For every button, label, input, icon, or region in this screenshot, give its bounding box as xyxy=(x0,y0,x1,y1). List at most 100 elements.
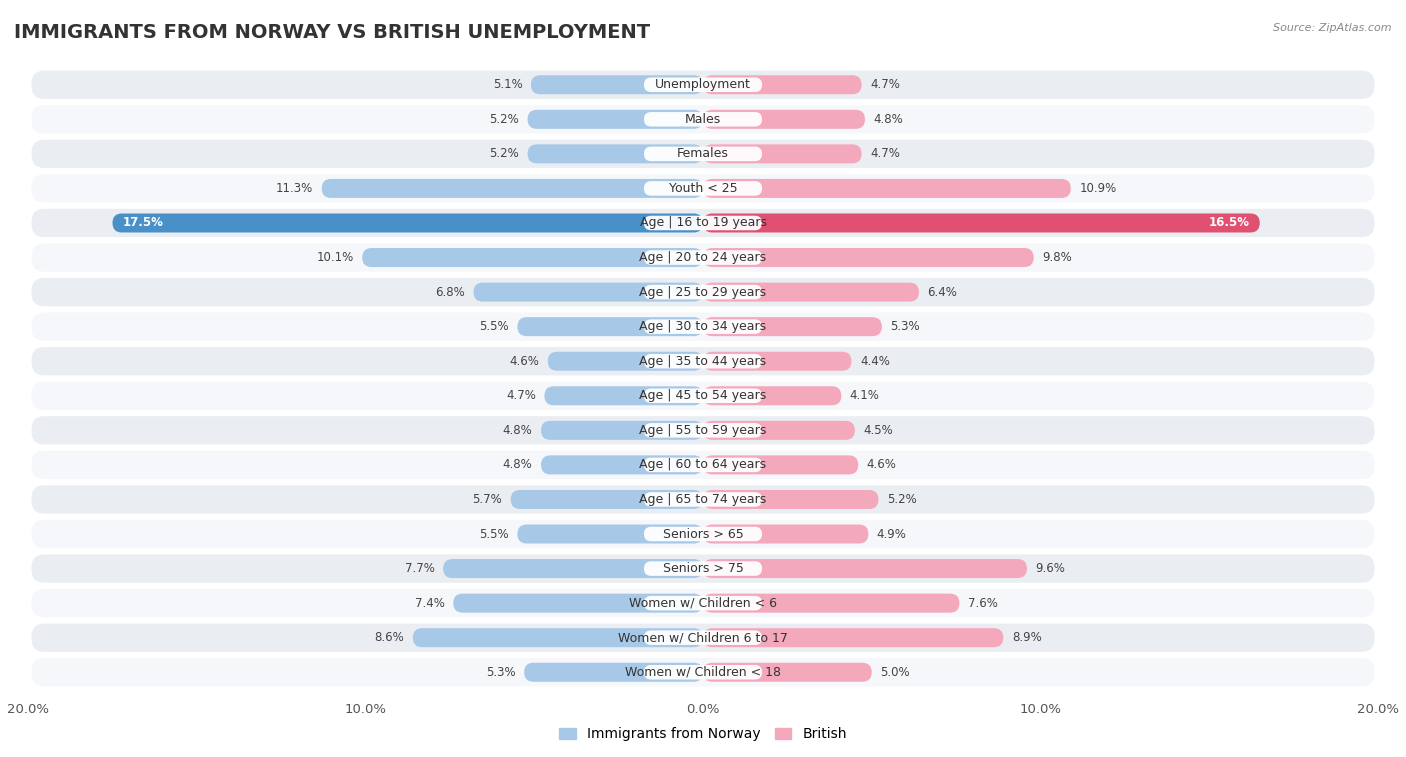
Legend: Immigrants from Norway, British: Immigrants from Norway, British xyxy=(554,721,852,746)
Text: Age | 16 to 19 years: Age | 16 to 19 years xyxy=(640,217,766,229)
Text: Women w/ Children < 18: Women w/ Children < 18 xyxy=(626,665,780,679)
FancyBboxPatch shape xyxy=(644,147,762,161)
Text: Youth < 25: Youth < 25 xyxy=(669,182,737,195)
FancyBboxPatch shape xyxy=(644,388,762,403)
FancyBboxPatch shape xyxy=(510,490,703,509)
FancyBboxPatch shape xyxy=(31,450,1375,479)
Text: 4.5%: 4.5% xyxy=(863,424,893,437)
FancyBboxPatch shape xyxy=(703,456,858,475)
Text: Seniors > 75: Seniors > 75 xyxy=(662,562,744,575)
FancyBboxPatch shape xyxy=(703,593,959,612)
Text: Age | 20 to 24 years: Age | 20 to 24 years xyxy=(640,251,766,264)
FancyBboxPatch shape xyxy=(31,416,1375,444)
Text: 4.6%: 4.6% xyxy=(866,459,897,472)
FancyBboxPatch shape xyxy=(703,628,1004,647)
Text: Age | 45 to 54 years: Age | 45 to 54 years xyxy=(640,389,766,402)
FancyBboxPatch shape xyxy=(413,628,703,647)
Text: 9.6%: 9.6% xyxy=(1035,562,1066,575)
FancyBboxPatch shape xyxy=(544,386,703,405)
FancyBboxPatch shape xyxy=(31,589,1375,617)
FancyBboxPatch shape xyxy=(517,317,703,336)
FancyBboxPatch shape xyxy=(644,354,762,369)
FancyBboxPatch shape xyxy=(644,77,762,92)
Text: Age | 35 to 44 years: Age | 35 to 44 years xyxy=(640,355,766,368)
FancyBboxPatch shape xyxy=(703,559,1026,578)
Text: 5.3%: 5.3% xyxy=(890,320,920,333)
FancyBboxPatch shape xyxy=(31,520,1375,548)
Text: 5.2%: 5.2% xyxy=(887,493,917,506)
Text: 7.6%: 7.6% xyxy=(967,597,998,609)
FancyBboxPatch shape xyxy=(31,485,1375,513)
FancyBboxPatch shape xyxy=(644,181,762,195)
FancyBboxPatch shape xyxy=(531,75,703,95)
FancyBboxPatch shape xyxy=(31,278,1375,307)
FancyBboxPatch shape xyxy=(644,319,762,334)
Text: Age | 65 to 74 years: Age | 65 to 74 years xyxy=(640,493,766,506)
FancyBboxPatch shape xyxy=(527,145,703,164)
FancyBboxPatch shape xyxy=(703,110,865,129)
Text: Seniors > 65: Seniors > 65 xyxy=(662,528,744,540)
FancyBboxPatch shape xyxy=(644,423,762,438)
Text: 8.9%: 8.9% xyxy=(1012,631,1042,644)
FancyBboxPatch shape xyxy=(31,313,1375,341)
FancyBboxPatch shape xyxy=(31,658,1375,687)
Text: 4.8%: 4.8% xyxy=(503,459,533,472)
Text: Females: Females xyxy=(678,148,728,160)
FancyBboxPatch shape xyxy=(31,243,1375,272)
FancyBboxPatch shape xyxy=(31,140,1375,168)
Text: Women w/ Children 6 to 17: Women w/ Children 6 to 17 xyxy=(619,631,787,644)
Text: Age | 60 to 64 years: Age | 60 to 64 years xyxy=(640,459,766,472)
Text: 4.6%: 4.6% xyxy=(509,355,540,368)
FancyBboxPatch shape xyxy=(644,596,762,610)
Text: Source: ZipAtlas.com: Source: ZipAtlas.com xyxy=(1274,23,1392,33)
FancyBboxPatch shape xyxy=(644,665,762,680)
Text: 17.5%: 17.5% xyxy=(122,217,163,229)
Text: Age | 25 to 29 years: Age | 25 to 29 years xyxy=(640,285,766,298)
Text: 6.8%: 6.8% xyxy=(436,285,465,298)
FancyBboxPatch shape xyxy=(541,456,703,475)
FancyBboxPatch shape xyxy=(644,216,762,230)
FancyBboxPatch shape xyxy=(524,662,703,682)
FancyBboxPatch shape xyxy=(703,75,862,95)
FancyBboxPatch shape xyxy=(548,352,703,371)
FancyBboxPatch shape xyxy=(31,105,1375,133)
Text: Males: Males xyxy=(685,113,721,126)
Text: 10.1%: 10.1% xyxy=(316,251,354,264)
Text: 7.7%: 7.7% xyxy=(405,562,434,575)
FancyBboxPatch shape xyxy=(31,382,1375,410)
Text: 4.8%: 4.8% xyxy=(873,113,903,126)
FancyBboxPatch shape xyxy=(644,527,762,541)
Text: Age | 30 to 34 years: Age | 30 to 34 years xyxy=(640,320,766,333)
FancyBboxPatch shape xyxy=(363,248,703,267)
Text: 11.3%: 11.3% xyxy=(276,182,314,195)
FancyBboxPatch shape xyxy=(527,110,703,129)
Text: 4.7%: 4.7% xyxy=(870,148,900,160)
Text: 5.7%: 5.7% xyxy=(472,493,502,506)
Text: 6.4%: 6.4% xyxy=(928,285,957,298)
Text: 5.3%: 5.3% xyxy=(486,665,516,679)
FancyBboxPatch shape xyxy=(703,490,879,509)
Text: 5.1%: 5.1% xyxy=(492,78,523,92)
FancyBboxPatch shape xyxy=(703,317,882,336)
Text: Unemployment: Unemployment xyxy=(655,78,751,92)
FancyBboxPatch shape xyxy=(703,421,855,440)
FancyBboxPatch shape xyxy=(703,145,862,164)
FancyBboxPatch shape xyxy=(703,525,869,544)
Text: 7.4%: 7.4% xyxy=(415,597,444,609)
Text: 16.5%: 16.5% xyxy=(1209,217,1250,229)
FancyBboxPatch shape xyxy=(703,179,1071,198)
Text: 4.7%: 4.7% xyxy=(506,389,536,402)
FancyBboxPatch shape xyxy=(517,525,703,544)
FancyBboxPatch shape xyxy=(703,352,852,371)
Text: 5.2%: 5.2% xyxy=(489,113,519,126)
Text: 4.4%: 4.4% xyxy=(860,355,890,368)
FancyBboxPatch shape xyxy=(31,347,1375,375)
Text: 5.5%: 5.5% xyxy=(479,528,509,540)
FancyBboxPatch shape xyxy=(644,112,762,126)
FancyBboxPatch shape xyxy=(31,209,1375,237)
Text: Women w/ Children < 6: Women w/ Children < 6 xyxy=(628,597,778,609)
Text: 10.9%: 10.9% xyxy=(1080,182,1116,195)
Text: 9.8%: 9.8% xyxy=(1042,251,1071,264)
FancyBboxPatch shape xyxy=(703,386,841,405)
FancyBboxPatch shape xyxy=(453,593,703,612)
